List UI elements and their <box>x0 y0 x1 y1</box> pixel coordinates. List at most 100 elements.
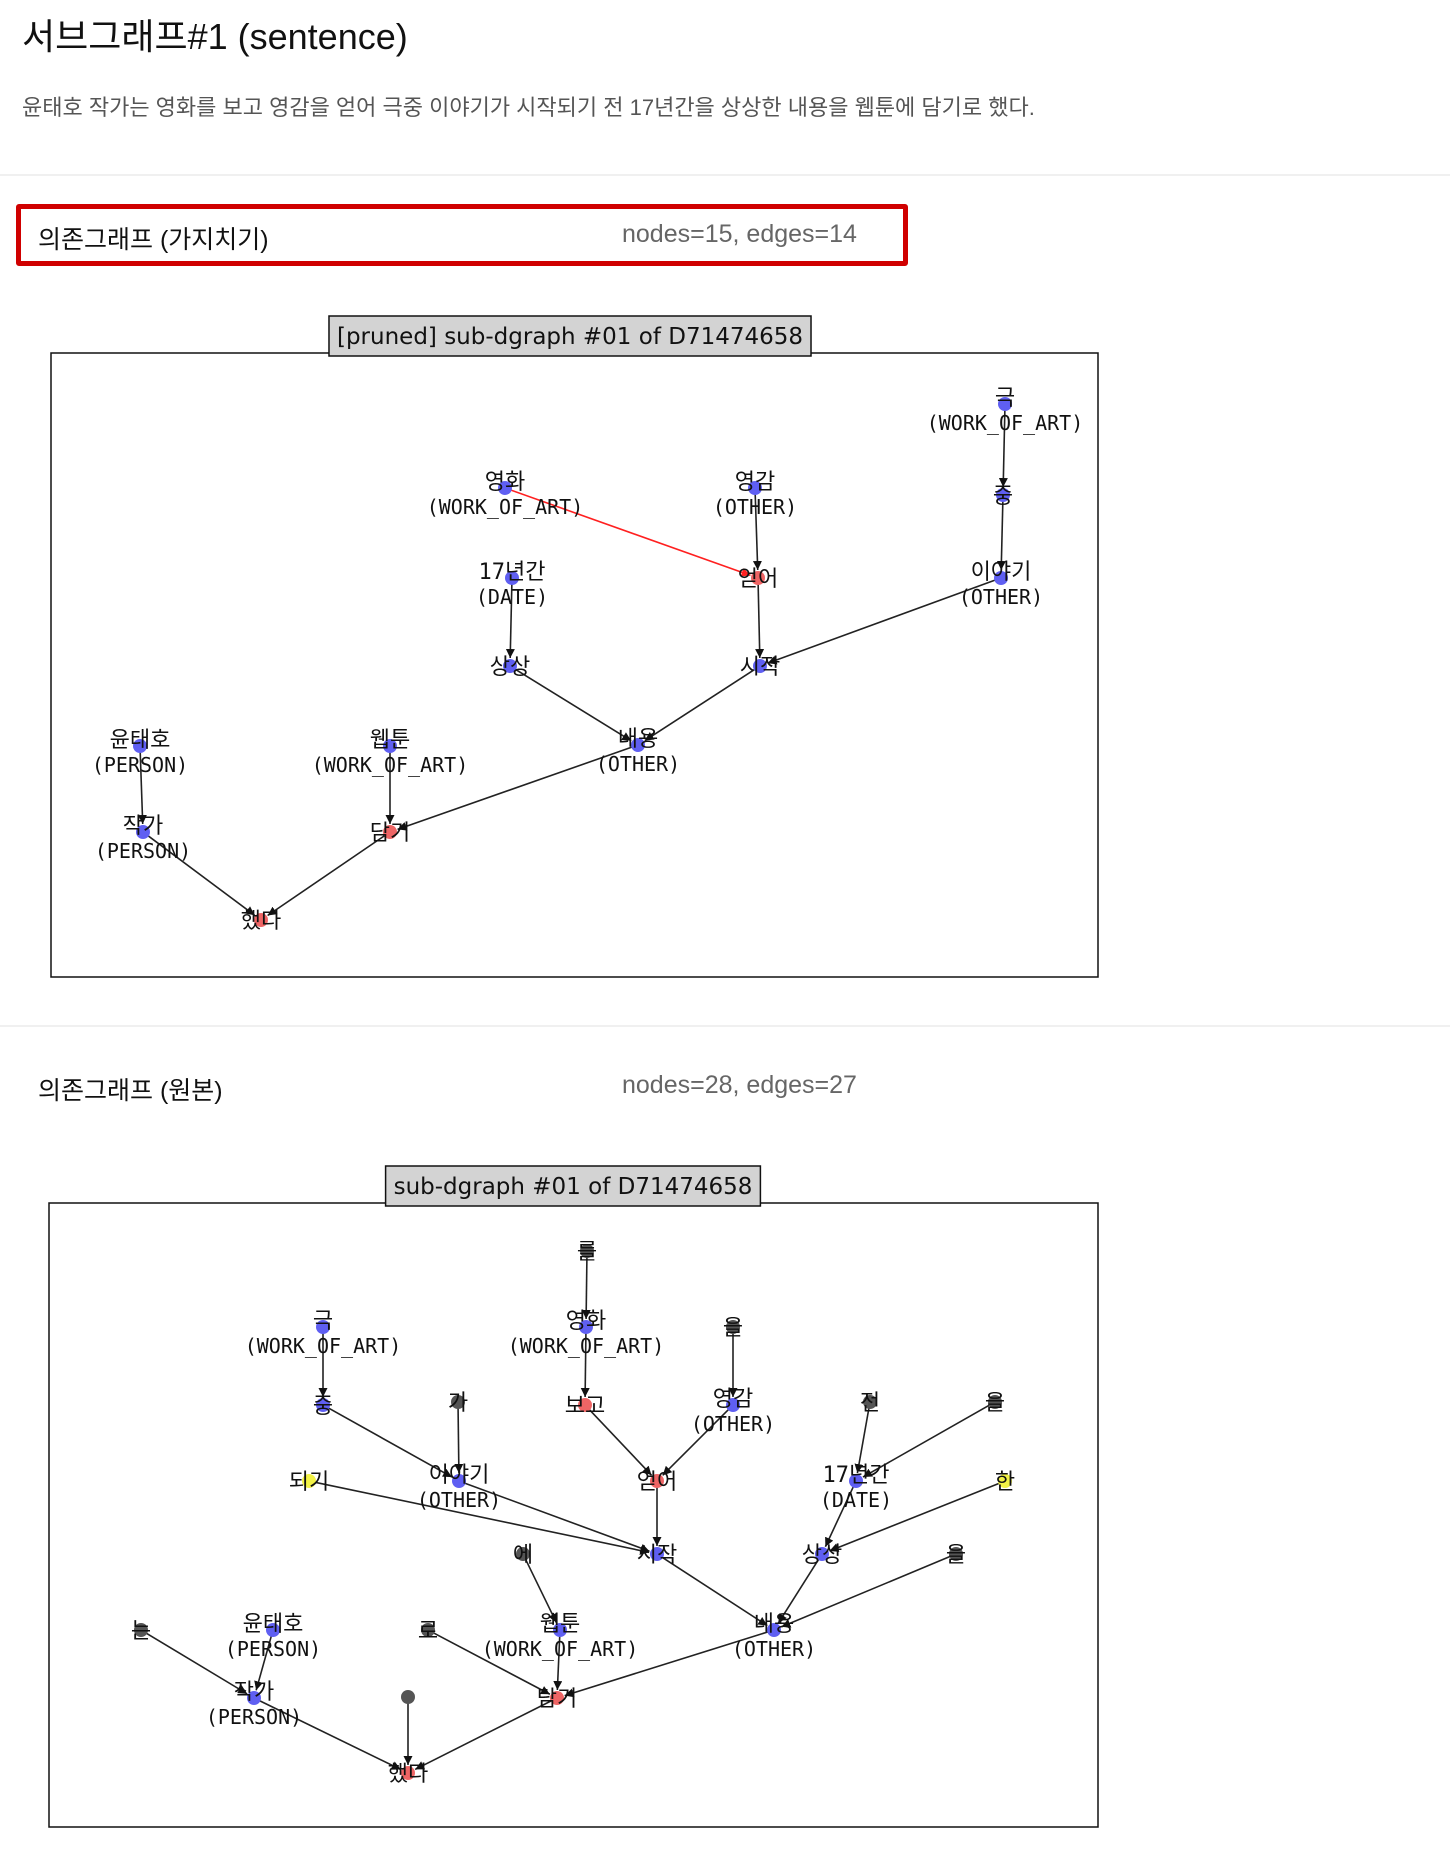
graph-edge <box>585 1405 653 1476</box>
node-label: 내용 <box>618 727 658 752</box>
node-label: 을 <box>946 1543 966 1568</box>
graph-edge <box>862 1402 994 1478</box>
graph-node: 했다 <box>241 909 281 934</box>
node-sublabel: (PERSON) <box>92 753 188 777</box>
node-label: 시작 <box>740 655 780 680</box>
graph-edge <box>142 1630 248 1695</box>
graph-node: 을 <box>985 1391 1005 1416</box>
node-marker <box>316 1398 330 1412</box>
graph-node: 한 <box>995 1470 1015 1495</box>
graph-node: 영화(WORK_OF_ART) <box>508 1309 665 1358</box>
node-marker <box>998 397 1012 411</box>
node-label: 17년간 <box>479 560 546 585</box>
node-marker <box>748 481 762 495</box>
node-label: 을 <box>985 1391 1005 1416</box>
graph-node: 에 <box>513 1543 533 1568</box>
node-sublabel: (DATE) <box>820 1488 892 1512</box>
node-marker <box>383 739 397 753</box>
nodes-layer: 를극(WORK_OF_ART)영화(WORK_OF_ART)을중 가 보고 영감(OT… <box>131 1240 1015 1787</box>
node-marker <box>631 738 645 752</box>
node-marker <box>302 1474 316 1488</box>
node-label: 담기 <box>537 1687 577 1712</box>
graph-edge <box>564 1629 773 1698</box>
graph-node: 영화(WORK_OF_ART) <box>427 470 584 519</box>
original-stats: nodes=28, edges=27 <box>622 1071 857 1099</box>
graph-node: 중 <box>993 484 1013 509</box>
node-marker <box>136 825 150 839</box>
graph-edge <box>553 1631 563 1691</box>
graph-node: 영감(OTHER) <box>691 1387 775 1436</box>
graph-node: 내용(OTHER) <box>596 727 680 776</box>
node-marker <box>767 1623 781 1637</box>
node-label: 윤태호 <box>110 728 171 753</box>
graph-node: 내용(OTHER) <box>732 1612 816 1661</box>
nodes-layer: 극(WORK_OF_ART)중이야기(OTHER)영화(WORK_OF_ART)… <box>92 386 1083 934</box>
node-label: 내용 <box>754 1612 794 1637</box>
node-label: 얻어 <box>738 567 778 592</box>
node-marker <box>247 1691 261 1705</box>
node-label: 로 <box>418 1619 438 1644</box>
graph-edge <box>523 1555 558 1624</box>
graph-node: 가 <box>448 1391 468 1416</box>
graph-node: 극(WORK_OF_ART) <box>245 1309 402 1358</box>
graph-title: sub-dgraph #01 of D71474658 <box>394 1174 753 1200</box>
node-label: 17년간 <box>823 1463 890 1488</box>
graph-edge <box>581 1252 591 1320</box>
node-label: 한 <box>995 1470 1015 1495</box>
graph-edge <box>777 1555 822 1624</box>
node-label: 중 <box>313 1394 333 1419</box>
graph-edge <box>137 747 147 825</box>
node-label: 영감 <box>735 470 775 495</box>
node-marker <box>553 1623 567 1637</box>
node-sublabel: (OTHER) <box>732 1637 816 1661</box>
graph-edge <box>580 1328 590 1398</box>
graph-edge <box>998 405 1008 488</box>
node-label: 에 <box>513 1543 533 1568</box>
graph-edge <box>658 1554 768 1627</box>
graph-edge <box>255 1698 402 1771</box>
node-marker <box>254 913 268 927</box>
node-marker <box>863 1395 877 1409</box>
node-marker <box>401 1766 415 1780</box>
node-sublabel: (WORK_OF_ART) <box>927 411 1084 435</box>
node-sublabel: (PERSON) <box>206 1705 302 1729</box>
node-label: 상상 <box>490 655 530 680</box>
graph-node: 작가(PERSON) <box>95 814 191 863</box>
graph-edge <box>644 666 759 742</box>
node-marker <box>266 1623 280 1637</box>
graph-node: 웹툰(WORK_OF_ART) <box>312 728 469 777</box>
node-label: 가 <box>448 1391 468 1416</box>
graph-node: 을 <box>946 1543 966 1568</box>
graph-node: 시작 <box>740 655 780 680</box>
graph-node: 17년간(DATE) <box>820 1463 892 1512</box>
node-marker <box>503 659 517 673</box>
graph-node: 웹툰(WORK_OF_ART) <box>482 1612 639 1661</box>
node-sublabel: (WORK_OF_ART) <box>482 1637 639 1661</box>
graph-node: 17년간(DATE) <box>476 560 548 609</box>
graph-node: 얻어 <box>738 567 778 592</box>
graph-edge <box>454 1403 464 1474</box>
graph-edge <box>996 496 1006 571</box>
node-sublabel: (WORK_OF_ART) <box>245 1334 402 1358</box>
node-marker <box>383 825 397 839</box>
graph-node: 윤태호(PERSON) <box>92 728 188 777</box>
edges-layer <box>142 1252 1004 1771</box>
node-label: 담기 <box>370 821 410 846</box>
graph-edge <box>752 489 762 571</box>
pruned-section-label: 의존그래프 (가지치기) <box>38 226 269 254</box>
graph-edge <box>829 1480 1004 1552</box>
node-label: 을 <box>723 1316 743 1341</box>
graph-node: 이야기(OTHER) <box>417 1463 501 1512</box>
graph-frame <box>50 352 1099 978</box>
graph-title: [pruned] sub-dgraph #01 of D71474658 <box>337 324 803 350</box>
node-label: 는 <box>131 1619 151 1644</box>
graph-edge <box>854 1403 871 1474</box>
graph-edge <box>505 579 515 659</box>
node-sublabel: (WORK_OF_ART) <box>427 495 584 519</box>
node-label: 중 <box>993 484 1013 509</box>
graph-node: 을 <box>723 1316 743 1341</box>
node-label: 를 <box>577 1240 597 1265</box>
graph-edge <box>755 579 765 659</box>
graph-node: 담기 <box>370 821 410 846</box>
graph-node: 담기 <box>537 1687 577 1712</box>
